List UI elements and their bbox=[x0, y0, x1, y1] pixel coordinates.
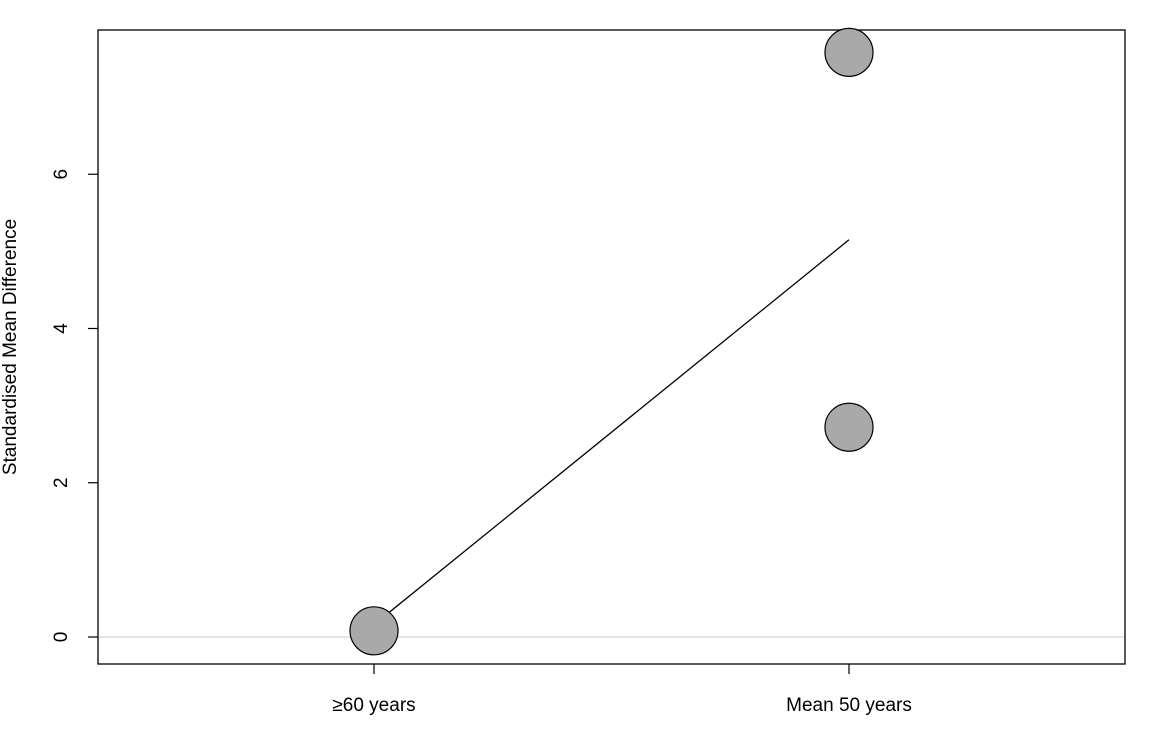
x-axis: ≥60 years Mean 50 years bbox=[332, 664, 912, 716]
y-axis: 0 2 4 6 bbox=[51, 169, 98, 642]
data-point-3 bbox=[824, 402, 874, 452]
x-tick-label-2: Mean 50 years bbox=[786, 695, 912, 716]
y-tick-label-2: 2 bbox=[51, 477, 72, 488]
regression-line bbox=[373, 239, 850, 626]
y-tick-label-4: 6 bbox=[51, 169, 72, 180]
y-tick-label-3: 4 bbox=[51, 323, 72, 334]
x-tick-label-1: ≥60 years bbox=[332, 695, 415, 716]
y-tick-label-1: 0 bbox=[51, 632, 72, 643]
data-point-2 bbox=[824, 27, 874, 77]
data-points bbox=[349, 27, 874, 656]
data-point-1 bbox=[349, 606, 399, 656]
plot-area bbox=[97, 29, 1126, 665]
y-axis-label: Standardised Mean Difference bbox=[0, 219, 21, 475]
